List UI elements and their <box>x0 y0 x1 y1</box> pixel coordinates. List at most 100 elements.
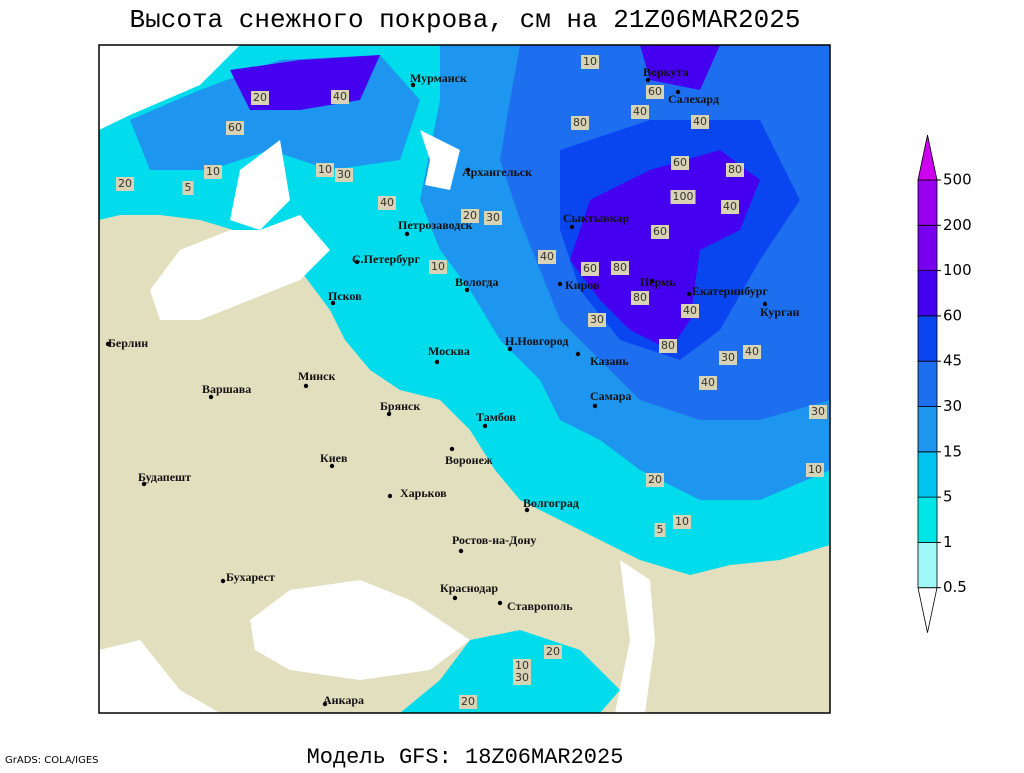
contour-label-box <box>544 645 562 659</box>
footer: Модель GFS: 18Z06MAR2025 <box>307 745 624 768</box>
contour-label-box <box>673 515 691 529</box>
city-label: Петрозаводск <box>398 218 473 232</box>
map-frame <box>98 44 831 714</box>
contour-label-box <box>459 695 477 709</box>
contour-label-box <box>571 116 589 130</box>
city-dot <box>329 463 335 469</box>
city-label: Тамбов <box>476 410 516 424</box>
city-label: С.Петербург <box>352 252 420 266</box>
city-dot <box>482 423 488 429</box>
city-dot <box>220 578 226 584</box>
contour-label-box <box>659 339 677 353</box>
city-label: Берлин <box>108 336 148 350</box>
contour-label: 5 <box>185 181 192 194</box>
contour-label-box <box>331 90 349 104</box>
city-dot <box>465 167 471 173</box>
contour-label: 40 <box>693 115 707 128</box>
city-label: Киров <box>565 278 600 292</box>
contour-label-box <box>809 405 827 419</box>
contour-label: 60 <box>648 85 662 98</box>
contour-label-box <box>719 351 737 365</box>
city-label: Воркута <box>643 65 688 79</box>
city-label: Самара <box>590 389 631 403</box>
snow-60-north <box>230 45 720 110</box>
contour-label: 80 <box>661 339 675 352</box>
city-dot <box>762 301 768 307</box>
contour-label: 80 <box>728 163 742 176</box>
contour-label-box <box>699 376 717 390</box>
contour-label: 10 <box>515 659 529 672</box>
legend-swatch <box>917 179 938 226</box>
contour-label: 10 <box>431 260 445 273</box>
legend-label: 5 <box>943 488 953 506</box>
contour-label: 100 <box>673 190 694 203</box>
contour-label: 40 <box>723 200 737 213</box>
city-label: Пермь <box>640 275 676 289</box>
legend-label: 15 <box>943 442 962 460</box>
contour-label-box <box>588 313 606 327</box>
city-dot <box>434 359 440 365</box>
contour-label: 30 <box>486 211 500 224</box>
credit: GrADS: COLA/IGES <box>5 755 99 766</box>
contour-label: 5 <box>657 523 664 536</box>
contour-label-box <box>461 209 479 223</box>
contour-label: 30 <box>337 168 351 181</box>
contour-label-box <box>484 211 502 225</box>
city-label: Екатеринбург <box>692 284 768 298</box>
city-label: Харьков <box>400 486 447 500</box>
city-label: Архангельск <box>462 165 532 179</box>
legend-label: 1 <box>943 533 953 551</box>
contour-label: 40 <box>683 304 697 317</box>
contour-label: 30 <box>590 313 604 326</box>
city-dot <box>354 259 360 265</box>
snow-60 <box>570 150 760 350</box>
contour-label: 80 <box>613 261 627 274</box>
contour-label: 10 <box>583 55 597 68</box>
city-label: Анкара <box>323 693 364 707</box>
city-dot <box>386 411 392 417</box>
contour-label: 40 <box>540 250 554 263</box>
city-label: Бухарест <box>226 570 275 584</box>
legend-swatch <box>917 315 938 362</box>
contour-label: 40 <box>633 105 647 118</box>
contour-label: 40 <box>380 196 394 209</box>
contour-label-box <box>631 291 649 305</box>
city-dot <box>524 507 530 513</box>
contour-label-box <box>116 177 134 191</box>
city-dot <box>569 224 575 230</box>
contour-label: 60 <box>583 262 597 275</box>
contour-label-box <box>691 115 709 129</box>
contour-label-box <box>646 85 664 99</box>
city-dot <box>322 701 328 707</box>
contour-label-box <box>646 473 664 487</box>
contour-label-box <box>316 163 334 177</box>
city-label: Ростов-на-Дону <box>452 533 536 547</box>
contour-label-box <box>743 345 761 359</box>
city-dot <box>675 89 681 95</box>
city-dot <box>686 291 692 297</box>
city-dot <box>557 281 563 287</box>
city-dot <box>458 548 464 554</box>
contour-label: 20 <box>461 695 475 708</box>
contour-label-box <box>671 156 689 170</box>
contour-label: 40 <box>745 345 759 358</box>
city-dot <box>141 481 147 487</box>
city-dot <box>649 278 655 284</box>
contour-label: 40 <box>333 90 347 103</box>
city-label: Воронеж <box>445 453 493 467</box>
contour-label-box <box>581 55 599 69</box>
legend-swatch <box>917 134 938 181</box>
contour-label: 30 <box>721 351 735 364</box>
contour-label-box <box>251 91 269 105</box>
contour-label-box <box>654 523 666 537</box>
city-label: Волгоград <box>523 496 579 510</box>
contour-label-box <box>726 163 744 177</box>
contour-label-box <box>806 463 824 477</box>
contour-label-box <box>631 105 649 119</box>
contour-label: 10 <box>206 165 220 178</box>
contour-label: 80 <box>633 291 647 304</box>
city-dot <box>449 446 455 452</box>
city-label: Будапешт <box>138 470 191 484</box>
